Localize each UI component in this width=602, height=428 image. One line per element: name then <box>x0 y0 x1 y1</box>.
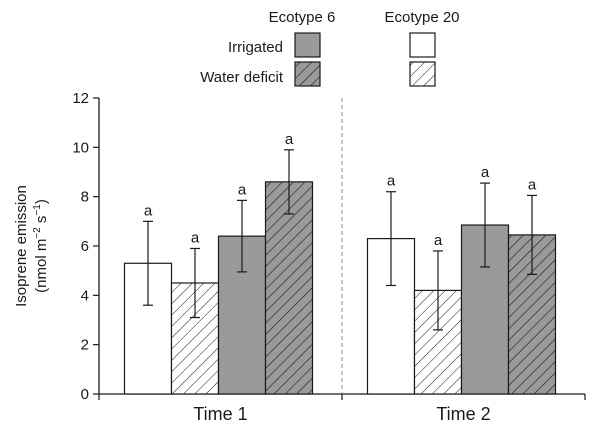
y-tick-label: 12 <box>72 90 89 107</box>
y-tick-label: 0 <box>81 386 89 403</box>
y-tick-label: 10 <box>72 139 89 156</box>
significance-label: a <box>528 176 537 193</box>
y-tick-label: 4 <box>81 287 89 304</box>
y-tick-label: 6 <box>81 238 89 255</box>
y-axis-label-line-2: (nmol m−2 s−1) <box>32 199 50 293</box>
significance-label: a <box>144 202 153 219</box>
legend-swatch-ecotype6-water-deficit <box>294 61 321 87</box>
legend-label-irrigated: Irrigated <box>228 39 283 56</box>
legend-label-water-deficit: Water deficit <box>200 69 284 86</box>
plot-area: 0 2 4 6 8 10 12 Time 1 a a a a Time 2 a a a a <box>72 90 586 424</box>
legend-header-ecotype-6: Ecotype 6 <box>269 9 336 26</box>
legend-swatch-ecotype6-irrigated <box>294 32 321 58</box>
significance-label: a <box>434 232 443 249</box>
significance-label: a <box>238 181 247 198</box>
significance-label: a <box>285 131 294 148</box>
x-category-label: Time 1 <box>193 404 247 424</box>
y-tick-label: 8 <box>81 189 89 206</box>
significance-label: a <box>191 229 200 246</box>
y-axis-label: Isoprene emission (nmol m−2 s−1) <box>13 185 50 307</box>
y-axis-label-line-1: Isoprene emission <box>13 185 30 307</box>
legend: Ecotype 6 Ecotype 20 Irrigated Water def… <box>200 9 460 87</box>
significance-label: a <box>387 173 396 190</box>
y-tick-label: 2 <box>81 337 89 354</box>
legend-header-ecotype-20: Ecotype 20 <box>384 9 459 26</box>
legend-swatch-ecotype20-irrigated <box>409 32 436 58</box>
significance-label: a <box>481 164 490 181</box>
legend-swatch-ecotype20-water-deficit <box>409 61 436 87</box>
x-category-label: Time 2 <box>436 404 490 424</box>
